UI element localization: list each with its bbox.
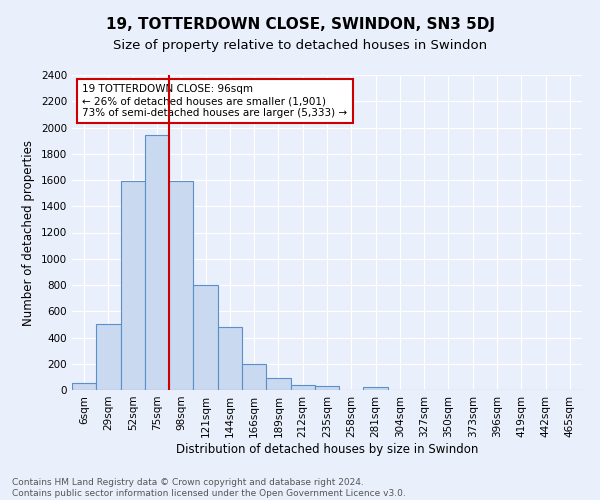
Bar xyxy=(242,364,266,390)
Text: 19 TOTTERDOWN CLOSE: 96sqm
← 26% of detached houses are smaller (1,901)
73% of s: 19 TOTTERDOWN CLOSE: 96sqm ← 26% of deta… xyxy=(82,84,347,117)
Bar xyxy=(145,136,169,390)
Bar xyxy=(72,383,96,390)
Bar xyxy=(169,182,193,390)
Bar xyxy=(96,324,121,390)
Text: Size of property relative to detached houses in Swindon: Size of property relative to detached ho… xyxy=(113,39,487,52)
Text: 19, TOTTERDOWN CLOSE, SWINDON, SN3 5DJ: 19, TOTTERDOWN CLOSE, SWINDON, SN3 5DJ xyxy=(106,18,494,32)
Bar xyxy=(364,387,388,390)
Bar xyxy=(193,285,218,390)
Text: Contains HM Land Registry data © Crown copyright and database right 2024.
Contai: Contains HM Land Registry data © Crown c… xyxy=(12,478,406,498)
Bar xyxy=(290,385,315,390)
Bar xyxy=(218,327,242,390)
Bar xyxy=(266,378,290,390)
Y-axis label: Number of detached properties: Number of detached properties xyxy=(22,140,35,326)
Bar xyxy=(315,386,339,390)
Bar xyxy=(121,182,145,390)
X-axis label: Distribution of detached houses by size in Swindon: Distribution of detached houses by size … xyxy=(176,442,478,456)
